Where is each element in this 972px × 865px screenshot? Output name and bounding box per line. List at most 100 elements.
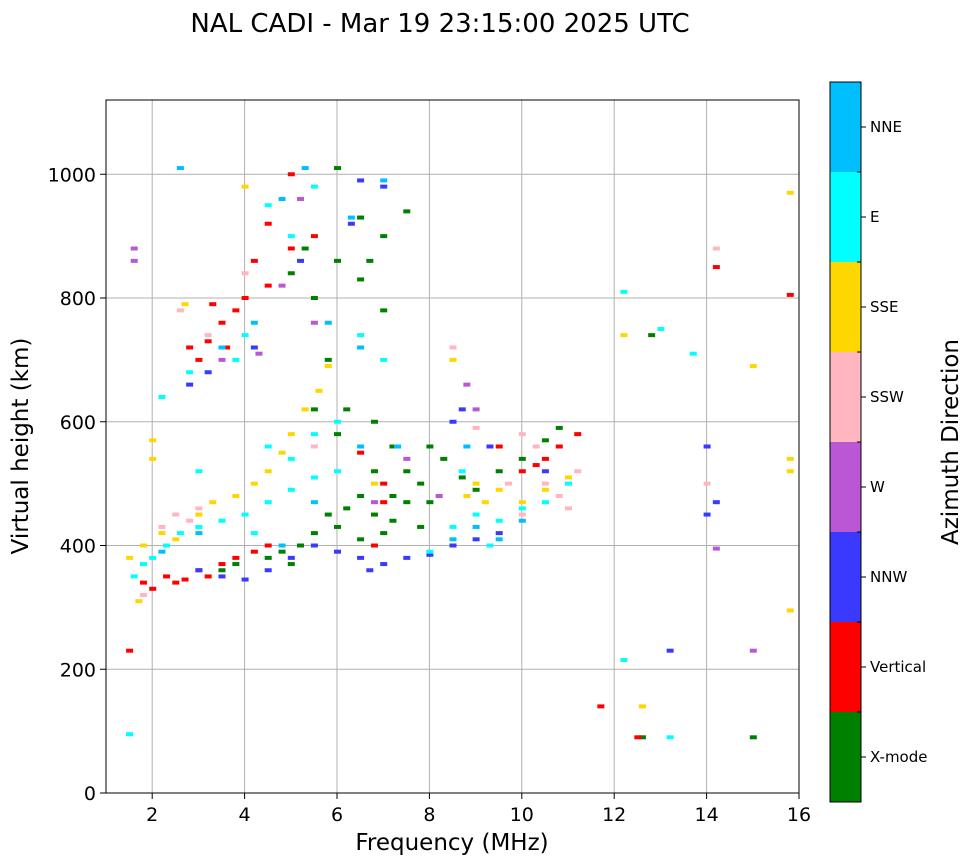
echo-point-sse — [371, 482, 378, 486]
echo-point-x-mode — [556, 426, 563, 430]
echo-point-sse — [251, 482, 258, 486]
x-axis-label: Frequency (MHz) — [355, 830, 548, 856]
echo-point-vertical — [713, 265, 720, 269]
echo-point-x-mode — [311, 531, 318, 535]
echo-point-sse — [519, 500, 526, 504]
echo-point-vertical — [232, 556, 239, 560]
echo-point-vertical — [288, 172, 295, 176]
echo-point-sse — [149, 438, 156, 442]
colorbar-segment — [830, 442, 861, 532]
echo-point-ssw — [473, 426, 480, 430]
echo-point-x-mode — [265, 556, 272, 560]
echo-point-nne — [357, 445, 364, 449]
echo-point-e — [426, 550, 433, 554]
echo-point-vertical — [219, 562, 226, 566]
echo-point-w — [750, 649, 757, 653]
echo-point-e — [496, 519, 503, 523]
echo-point-vertical — [519, 469, 526, 473]
echo-point-e — [149, 556, 156, 560]
echo-point-e — [265, 445, 272, 449]
echo-point-nnw — [450, 544, 457, 548]
echo-point-x-mode — [366, 259, 373, 263]
echo-point-x-mode — [325, 358, 332, 362]
echo-point-x-mode — [403, 500, 410, 504]
colorbar-segment — [830, 532, 861, 622]
echo-point-nnw — [704, 513, 711, 517]
echo-point-x-mode — [389, 519, 396, 523]
echo-point-nne — [496, 537, 503, 541]
echo-point-nne — [473, 525, 480, 529]
echo-point-w — [713, 547, 720, 551]
echo-point-x-mode — [279, 550, 286, 554]
echo-point-x-mode — [440, 457, 447, 461]
echo-point-x-mode — [426, 500, 433, 504]
echo-point-e — [486, 544, 493, 548]
echo-point-nnw — [450, 420, 457, 424]
echo-point-x-mode — [750, 735, 757, 739]
echo-point-vertical — [311, 234, 318, 238]
echo-point-x-mode — [357, 216, 364, 220]
echo-point-ssw — [565, 506, 572, 510]
echo-point-sse — [787, 469, 794, 473]
x-tick-label: 12 — [602, 804, 626, 826]
y-axis-ticks: 02004006008001000 — [48, 164, 106, 805]
echo-point-vertical — [597, 704, 604, 708]
echo-point-w — [279, 284, 286, 288]
echo-point-e — [131, 574, 138, 578]
echo-point-w — [131, 259, 138, 263]
echo-point-w — [371, 500, 378, 504]
x-tick-label: 10 — [510, 804, 534, 826]
echo-point-nnw — [357, 178, 364, 182]
echo-point-sse — [182, 302, 189, 306]
colorbar-label: NNE — [870, 118, 902, 136]
echo-point-sse — [542, 488, 549, 492]
echo-point-ssw — [172, 513, 179, 517]
x-tick-label: 6 — [331, 804, 343, 826]
colorbar-segment — [830, 172, 861, 262]
echo-point-nne — [519, 519, 526, 523]
echo-point-ssw — [704, 482, 711, 486]
colorbar-label: SSE — [870, 298, 899, 316]
echo-point-nnw — [311, 544, 318, 548]
x-tick-label: 8 — [423, 804, 435, 826]
echo-point-x-mode — [334, 259, 341, 263]
echo-point-x-mode — [288, 271, 295, 275]
echo-point-sse — [473, 482, 480, 486]
echo-point-vertical — [186, 346, 193, 350]
echo-point-vertical — [251, 550, 258, 554]
echo-point-ssw — [505, 482, 512, 486]
echo-point-vertical — [288, 247, 295, 251]
echo-point-x-mode — [325, 513, 332, 517]
echo-point-e — [195, 469, 202, 473]
echo-point-sse — [787, 457, 794, 461]
echo-point-nne — [279, 544, 286, 548]
echo-point-nne — [463, 445, 470, 449]
echo-point-sse — [787, 608, 794, 612]
echo-point-vertical — [219, 321, 226, 325]
colorbar-label: X-mode — [870, 748, 927, 766]
x-tick-label: 4 — [239, 804, 251, 826]
echo-point-sse — [463, 494, 470, 498]
x-tick-label: 14 — [695, 804, 719, 826]
echo-point-nne — [302, 166, 309, 170]
echo-point-e — [288, 234, 295, 238]
echo-point-nnw — [297, 259, 304, 263]
echo-point-vertical — [574, 432, 581, 436]
echo-point-w — [473, 407, 480, 411]
echo-point-e — [186, 370, 193, 374]
echo-point-vertical — [556, 445, 563, 449]
echo-point-ssw — [195, 506, 202, 510]
echo-point-nne — [158, 550, 165, 554]
echo-point-e — [195, 525, 202, 529]
echo-point-x-mode — [380, 234, 387, 238]
echo-point-nnw — [265, 568, 272, 572]
echo-point-x-mode — [542, 438, 549, 442]
echo-point-e — [620, 658, 627, 662]
echo-point-x-mode — [232, 562, 239, 566]
y-tick-label: 800 — [60, 288, 96, 310]
echo-point-ssw — [542, 482, 549, 486]
echo-point-e — [334, 420, 341, 424]
echo-point-vertical — [542, 457, 549, 461]
echo-point-vertical — [265, 544, 272, 548]
echo-point-sse — [325, 364, 332, 368]
